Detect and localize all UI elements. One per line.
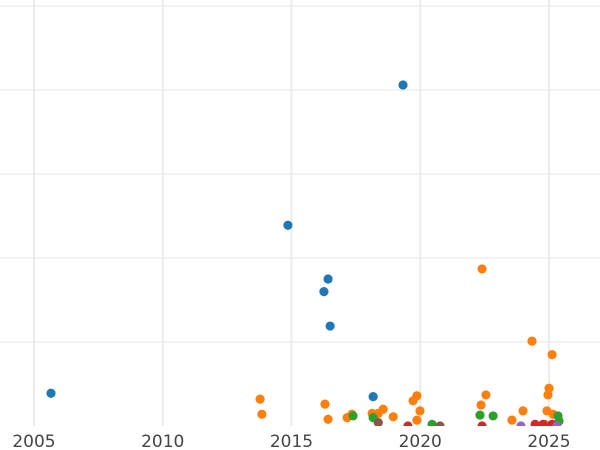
data-point-green xyxy=(427,419,437,426)
data-point-purple xyxy=(516,421,526,426)
data-point-orange xyxy=(481,390,491,400)
grid xyxy=(0,0,600,426)
data-point-orange xyxy=(543,390,553,400)
x-tick-label: 2015 xyxy=(270,432,313,450)
data-point-blue xyxy=(325,321,335,331)
x-tick-label: 2005 xyxy=(12,432,55,450)
data-point-orange xyxy=(547,350,557,360)
data-point-blue xyxy=(398,80,408,90)
data-points xyxy=(46,80,564,426)
data-point-orange xyxy=(527,336,537,346)
data-point-blue xyxy=(368,392,378,402)
data-point-orange xyxy=(388,412,398,422)
data-point-blue xyxy=(319,287,329,297)
data-point-orange xyxy=(412,415,422,425)
data-point-green xyxy=(488,411,498,421)
data-point-orange xyxy=(255,394,265,404)
data-point-red xyxy=(403,421,413,426)
data-point-orange xyxy=(412,391,422,401)
data-point-orange xyxy=(477,264,487,274)
data-point-blue xyxy=(46,388,56,398)
data-point-green xyxy=(475,410,485,420)
x-tick-label: 2010 xyxy=(141,432,184,450)
x-tick-label: 2025 xyxy=(527,432,570,450)
data-point-orange xyxy=(476,400,486,410)
data-point-orange xyxy=(518,406,528,416)
data-point-blue xyxy=(283,220,293,230)
data-point-purple xyxy=(552,421,562,426)
data-point-orange xyxy=(415,406,425,416)
data-point-brown xyxy=(373,418,383,426)
x-axis-ticks: 2005 2010 2015 2020 2025 xyxy=(12,432,570,450)
data-point-orange xyxy=(320,399,330,409)
data-point-orange xyxy=(257,409,267,419)
x-tick-label: 2020 xyxy=(399,432,442,450)
data-point-red xyxy=(538,419,548,426)
data-point-brown xyxy=(435,421,445,426)
data-point-red xyxy=(477,421,487,426)
data-point-blue xyxy=(323,274,333,284)
data-point-orange xyxy=(323,414,333,424)
data-point-green xyxy=(348,411,358,421)
data-point-orange xyxy=(507,415,517,425)
data-point-red xyxy=(530,419,540,426)
data-point-orange xyxy=(378,404,388,414)
